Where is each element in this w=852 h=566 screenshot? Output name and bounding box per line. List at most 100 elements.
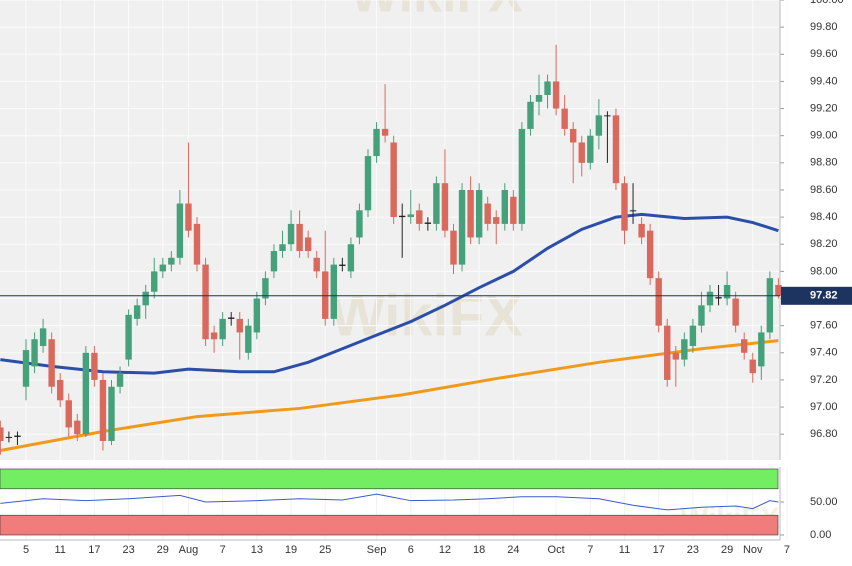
y-tick-label: 99.80	[810, 21, 838, 33]
x-tick-label: 18	[473, 544, 485, 556]
candle-body	[185, 203, 192, 231]
candle-body	[219, 318, 226, 340]
candle-body	[5, 436, 13, 438]
candle-body	[587, 135, 594, 163]
price-label-box	[781, 286, 852, 305]
candle-body	[65, 400, 72, 428]
candle-body	[74, 420, 81, 435]
y-tick-label: 99.40	[810, 75, 838, 87]
candle-body	[612, 115, 620, 184]
plot-background	[0, 0, 780, 460]
candle-body	[467, 189, 474, 238]
x-tick-label: 11	[54, 544, 65, 556]
candle-body	[552, 81, 560, 109]
candle-body	[698, 305, 705, 326]
candle-body	[91, 352, 98, 380]
overbought-band	[0, 468, 779, 490]
y-tick-label: 98.20	[810, 238, 838, 250]
y-tick-label: 98.40	[810, 211, 838, 223]
candle-body	[433, 183, 440, 224]
candle-body	[22, 350, 30, 387]
moving-average-line	[0, 212, 779, 375]
candle-body	[458, 189, 466, 265]
candle-body	[373, 128, 380, 157]
oversold-band	[0, 514, 779, 536]
x-tick-label: 29	[721, 544, 733, 556]
price-label: 97.82	[810, 290, 838, 302]
y-tick-label: 96.80	[810, 428, 838, 440]
x-tick-label: Aug	[179, 544, 199, 556]
y-tick-label: 99.60	[810, 48, 838, 60]
candle-body	[381, 128, 389, 136]
indicator-y-tick-label: 0.00	[810, 529, 831, 541]
x-tick-label: 5	[23, 544, 29, 556]
candle-body	[347, 244, 355, 272]
candle-body	[296, 223, 303, 252]
x-tick-label: 24	[507, 544, 519, 556]
candle-body	[493, 217, 500, 224]
candle-body	[151, 271, 158, 292]
candle-body	[82, 352, 90, 435]
candle-body	[638, 223, 645, 238]
candle-body	[706, 291, 714, 306]
candle-body	[116, 373, 124, 387]
watermark: WikiFX	[350, 0, 523, 24]
y-tick-label: 98.60	[810, 184, 838, 196]
candle-body	[99, 379, 107, 442]
candle-body	[228, 317, 235, 319]
y-tick-label: 99.20	[810, 102, 838, 114]
candle-body	[31, 339, 38, 367]
x-tick-label: 29	[157, 544, 169, 556]
candle-body	[108, 386, 115, 442]
candle-body	[322, 271, 329, 319]
candle-body	[313, 257, 320, 272]
candle-body	[236, 318, 243, 333]
x-tick-label: 13	[251, 544, 263, 556]
candle-body	[416, 210, 423, 224]
x-tick-label: 7	[220, 544, 226, 556]
y-tick-label: 97.20	[810, 374, 838, 386]
x-tick-label: 19	[285, 544, 297, 556]
y-tick-label: 97.00	[810, 401, 838, 413]
y-tick-label: 98.00	[810, 265, 838, 277]
indicator-y-tick-label: 50.00	[810, 496, 838, 508]
x-tick-label: Nov	[743, 544, 763, 556]
candle-body	[245, 325, 252, 353]
candle-body	[48, 339, 55, 387]
x-tick-label: 7	[784, 544, 790, 556]
candle-body	[544, 81, 551, 95]
candle-body	[57, 379, 64, 401]
x-tick-label: 12	[439, 544, 451, 556]
candle-body	[356, 210, 363, 238]
candle-body	[475, 189, 483, 238]
candle-body	[390, 142, 397, 218]
candle-body	[202, 264, 209, 340]
x-tick-label: 25	[319, 544, 331, 556]
candle-body	[176, 203, 184, 258]
candle-body	[0, 427, 4, 442]
candle-body	[399, 215, 406, 218]
y-tick-label: 98.80	[810, 157, 838, 169]
candle-body	[441, 183, 449, 231]
candle-body	[168, 257, 175, 265]
candle-body	[604, 115, 611, 117]
candle-body	[193, 223, 201, 265]
indicator-line	[0, 493, 779, 511]
candle-body	[210, 332, 218, 340]
candle-body	[595, 115, 603, 136]
candle-body	[672, 352, 679, 360]
candle-body	[339, 264, 346, 266]
candle-body	[749, 359, 756, 374]
candle-body	[629, 210, 637, 212]
candle-body	[741, 339, 748, 353]
candle-body	[689, 325, 697, 347]
candle-body	[14, 435, 21, 437]
candle-body	[253, 298, 261, 333]
y-tick-label: 97.40	[810, 347, 838, 359]
candle-body	[330, 264, 337, 319]
candle-body	[570, 128, 577, 143]
candle-body	[732, 298, 739, 326]
y-tick-label: 97.60	[810, 320, 838, 332]
candle-body	[364, 156, 372, 211]
